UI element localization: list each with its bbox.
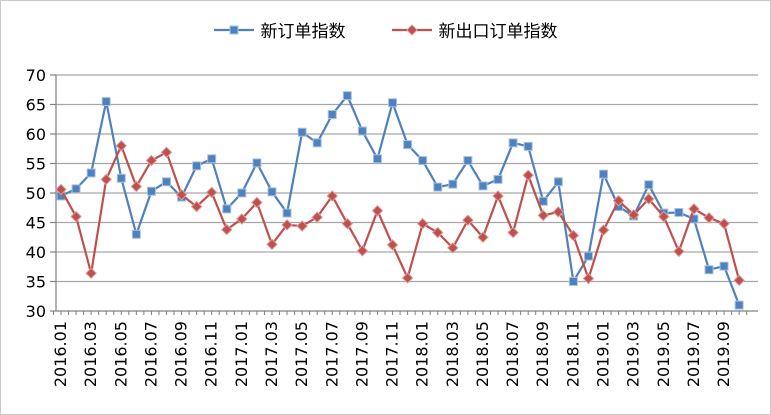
legend-item-new-export-orders: 新出口订单指数 bbox=[391, 17, 558, 42]
svg-text:2018.09: 2018.09 bbox=[533, 321, 552, 387]
svg-text:2016.07: 2016.07 bbox=[141, 321, 160, 387]
svg-text:2016.05: 2016.05 bbox=[111, 321, 130, 387]
legend-label-new-export-orders: 新出口订单指数 bbox=[438, 22, 558, 42]
svg-text:2018.01: 2018.01 bbox=[413, 321, 432, 387]
svg-text:2016.09: 2016.09 bbox=[172, 321, 191, 387]
svg-text:45: 45 bbox=[26, 214, 46, 233]
svg-text:40: 40 bbox=[26, 243, 46, 262]
svg-text:30: 30 bbox=[26, 302, 46, 321]
svg-text:2018.11: 2018.11 bbox=[563, 321, 582, 387]
svg-text:2017.07: 2017.07 bbox=[322, 321, 341, 387]
svg-text:2017.05: 2017.05 bbox=[292, 321, 311, 387]
svg-text:50: 50 bbox=[26, 184, 46, 203]
svg-text:60: 60 bbox=[26, 125, 46, 144]
svg-text:2017.09: 2017.09 bbox=[352, 321, 371, 387]
svg-text:2016.03: 2016.03 bbox=[81, 321, 100, 387]
svg-text:2018.05: 2018.05 bbox=[473, 321, 492, 387]
svg-text:2017.11: 2017.11 bbox=[383, 321, 402, 387]
svg-text:2019.03: 2019.03 bbox=[624, 321, 643, 387]
blue-square-marker-icon bbox=[213, 23, 254, 37]
svg-text:2018.03: 2018.03 bbox=[443, 321, 462, 387]
svg-text:2016.11: 2016.11 bbox=[202, 321, 221, 387]
svg-text:2018.07: 2018.07 bbox=[503, 321, 522, 387]
svg-text:2017.01: 2017.01 bbox=[232, 321, 251, 387]
svg-text:2019.05: 2019.05 bbox=[654, 321, 673, 387]
svg-text:2019.09: 2019.09 bbox=[714, 321, 733, 387]
svg-text:2019.01: 2019.01 bbox=[594, 321, 613, 387]
legend-item-new-orders: 新订单指数 bbox=[213, 17, 346, 42]
svg-text:2017.03: 2017.03 bbox=[262, 321, 281, 387]
red-diamond-marker-icon bbox=[391, 23, 432, 37]
svg-text:70: 70 bbox=[26, 66, 46, 85]
svg-text:2016.01: 2016.01 bbox=[51, 321, 70, 387]
chart-legend: 新订单指数 新出口订单指数 bbox=[1, 17, 770, 42]
svg-text:2019.07: 2019.07 bbox=[684, 321, 703, 387]
svg-text:55: 55 bbox=[26, 155, 46, 174]
legend-label-new-orders: 新订单指数 bbox=[260, 22, 346, 42]
svg-text:35: 35 bbox=[26, 273, 46, 292]
svg-text:65: 65 bbox=[26, 96, 46, 115]
